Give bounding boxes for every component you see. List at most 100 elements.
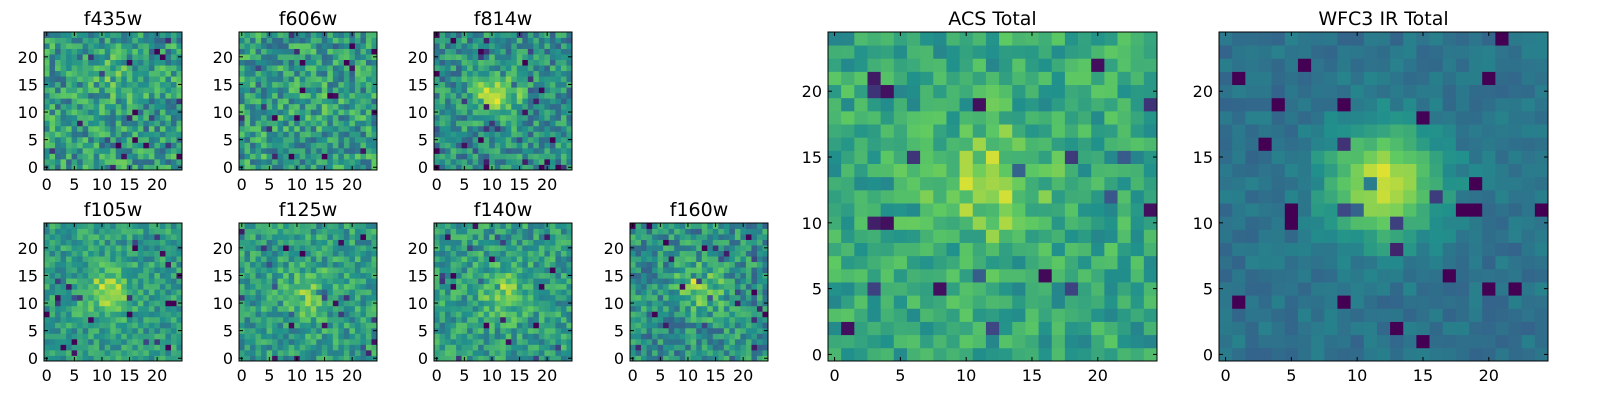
heatmap-cell — [461, 147, 468, 154]
heatmap-cell — [99, 289, 106, 296]
heatmap-cell — [1012, 255, 1026, 270]
heatmap-cell — [701, 261, 708, 268]
heatmap-cell — [239, 250, 245, 257]
heatmap-cell — [489, 37, 496, 44]
heatmap-cell — [762, 344, 769, 351]
heatmap-cell — [360, 70, 367, 77]
heatmap-cell — [272, 267, 279, 274]
heatmap-cell — [310, 147, 317, 154]
heatmap-cell — [327, 81, 334, 88]
heatmap-cell — [170, 120, 177, 127]
heatmap-cell — [505, 283, 512, 290]
heatmap-cell — [115, 300, 122, 307]
heatmap-cell — [255, 245, 262, 251]
heatmap-cell — [893, 176, 908, 191]
heatmap-cell — [148, 98, 155, 105]
heatmap-cell — [1130, 295, 1145, 309]
heatmap-cell — [740, 272, 747, 279]
heatmap-cell — [538, 147, 545, 154]
heatmap-cell — [472, 70, 479, 77]
heatmap-cell — [154, 109, 161, 116]
heatmap-cell — [630, 239, 636, 246]
heatmap-cell — [338, 70, 345, 77]
y-tick-label: 5 — [28, 322, 38, 341]
heatmap-cell — [299, 87, 306, 94]
heatmap-cell — [176, 158, 183, 165]
heatmap-cell — [560, 234, 567, 240]
heatmap-cell — [663, 239, 670, 246]
heatmap-cell — [261, 120, 267, 127]
heatmap-cell — [327, 142, 334, 149]
heatmap-cell — [365, 131, 372, 138]
heatmap-cell — [310, 153, 317, 160]
heatmap-cell — [321, 250, 328, 257]
heatmap-cell — [299, 153, 306, 160]
heatmap-cell — [494, 65, 501, 72]
heatmap-cell — [66, 109, 72, 116]
heatmap-cell — [505, 305, 512, 312]
heatmap-cell — [239, 120, 245, 127]
heatmap-cell — [349, 338, 356, 345]
heatmap-cell — [560, 32, 567, 38]
heatmap-cell — [641, 333, 647, 340]
heatmap-cell — [115, 59, 122, 66]
axes-frame — [238, 222, 378, 362]
heatmap-cell — [121, 164, 128, 171]
heatmap-cell — [734, 250, 741, 257]
heatmap-cell — [305, 349, 312, 356]
heatmap-cell — [560, 239, 567, 246]
heatmap-cell — [365, 70, 372, 77]
heatmap-cell — [1143, 189, 1158, 204]
heatmap-cell — [165, 76, 172, 83]
x-tick-label: 15 — [119, 366, 139, 385]
heatmap-cell — [88, 92, 95, 99]
heatmap-cell — [723, 278, 730, 285]
heatmap-cell — [170, 349, 177, 356]
heatmap-cell — [239, 158, 245, 165]
heatmap-cell — [461, 322, 468, 329]
heatmap-cell — [165, 65, 172, 72]
heatmap-cell — [349, 300, 356, 307]
heatmap-cell — [176, 344, 183, 351]
heatmap-cell — [729, 338, 736, 345]
heatmap-cell — [701, 239, 708, 246]
heatmap-cell — [999, 203, 1013, 217]
heatmap-cell — [93, 153, 100, 160]
heatmap-cell — [560, 125, 567, 132]
heatmap-cell — [690, 322, 697, 329]
heatmap-cell — [299, 327, 306, 334]
y-tick-label: 15 — [408, 75, 428, 94]
x-tick-label: 20 — [147, 366, 167, 385]
heatmap-cell — [327, 37, 334, 44]
heatmap-cell — [489, 333, 496, 340]
heatmap-cell — [266, 239, 273, 246]
heatmap-cell — [137, 32, 144, 38]
heatmap-cell — [1130, 242, 1145, 257]
heatmap-cell — [360, 261, 367, 268]
heatmap-cell — [104, 65, 111, 72]
heatmap-cell — [148, 355, 155, 362]
heatmap-cell — [533, 32, 540, 38]
heatmap-cell — [560, 54, 567, 60]
heatmap-cell — [685, 327, 692, 334]
heatmap-cell — [66, 59, 72, 66]
heatmap-cell — [82, 261, 89, 268]
heatmap-cell — [132, 349, 139, 356]
heatmap-cell — [255, 81, 262, 88]
heatmap-cell — [511, 54, 518, 60]
heatmap-cell — [360, 147, 367, 154]
heatmap-cell — [82, 322, 89, 329]
heatmap-cell — [159, 327, 166, 334]
heatmap-cell — [104, 59, 111, 66]
heatmap-cell — [148, 261, 155, 268]
heatmap-cell — [77, 37, 84, 44]
heatmap-cell — [729, 261, 736, 268]
heatmap-cell — [165, 70, 172, 77]
heatmap-cell — [527, 70, 534, 77]
heatmap-cell — [88, 70, 95, 77]
heatmap-cell — [165, 338, 172, 345]
heatmap-cell — [159, 355, 166, 362]
heatmap-cell — [137, 48, 144, 55]
heatmap-cell — [707, 289, 714, 296]
